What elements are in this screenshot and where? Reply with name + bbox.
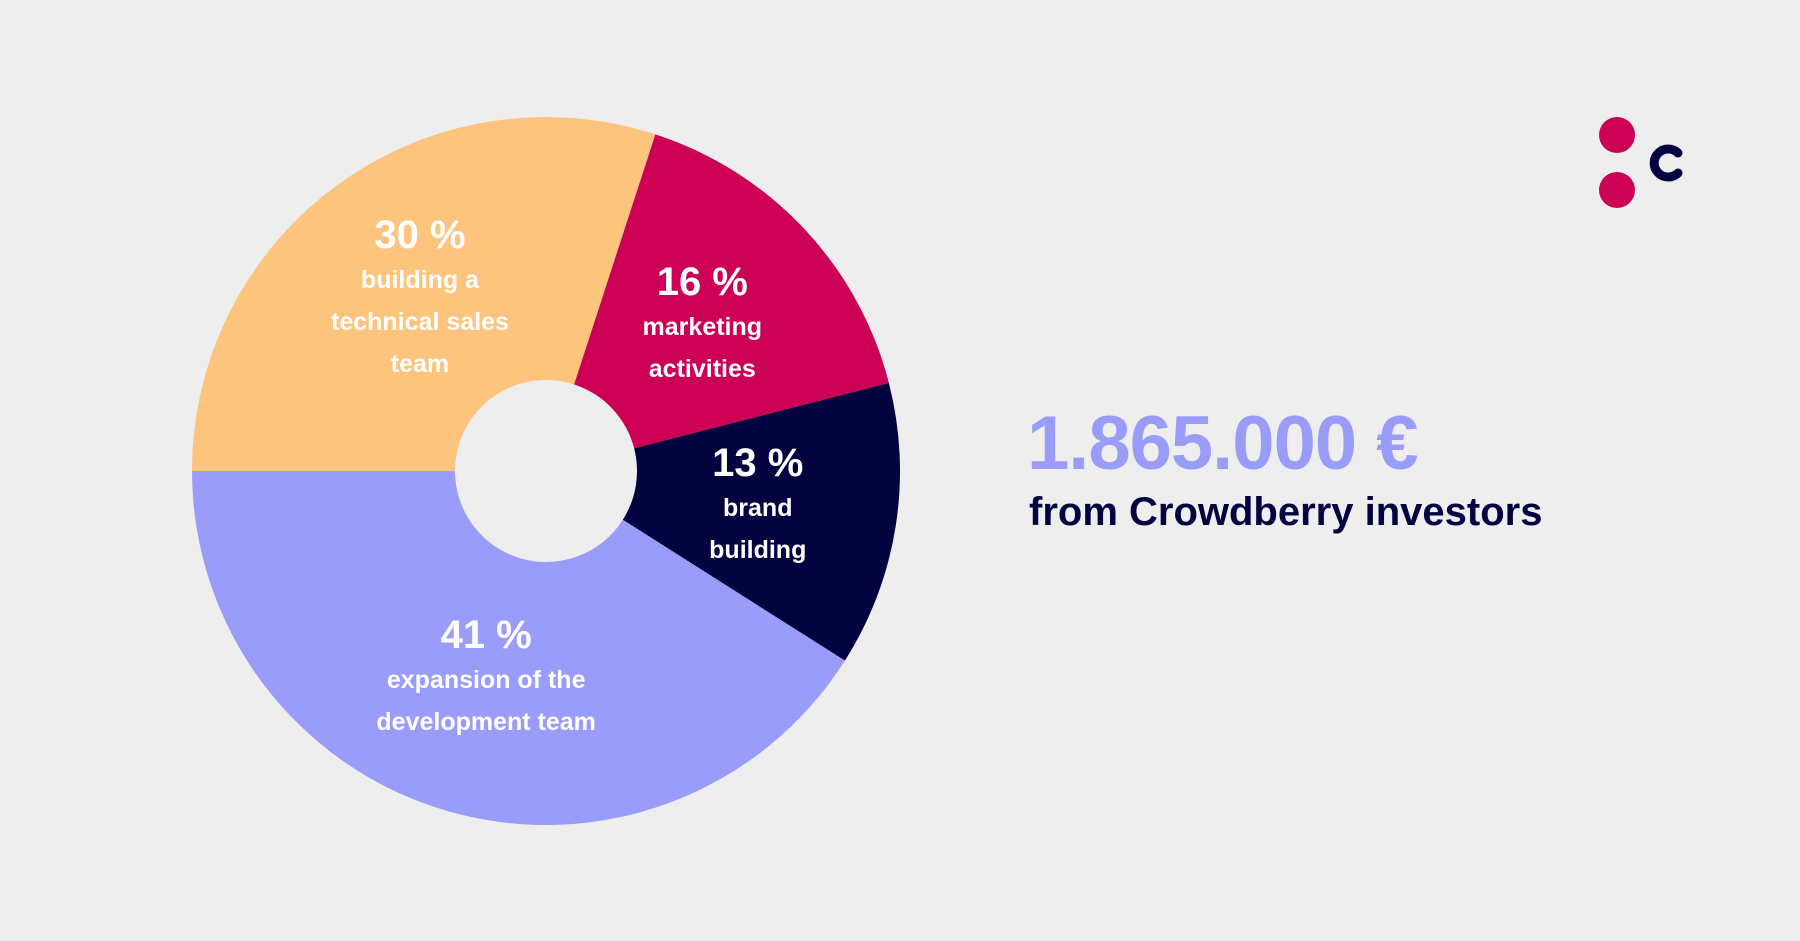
logo <box>1599 117 1683 208</box>
slice <box>192 471 845 825</box>
value-label: 13 % <box>712 440 804 485</box>
slice-label: 13 % brand building <box>683 439 833 571</box>
slice <box>574 134 889 449</box>
category-label: building a technical sales team <box>331 265 509 378</box>
logo-letter <box>1649 144 1683 182</box>
slice-label: 41 % expansion of the development team <box>356 611 616 743</box>
caption: from Crowdberry investors <box>1029 490 1543 534</box>
value-label: 30 % <box>374 212 466 257</box>
logo-dot <box>1599 117 1635 153</box>
slice <box>622 382 901 661</box>
category-label: marketing activities <box>642 313 763 384</box>
category-label: brand building <box>709 493 807 564</box>
amount: 1.865.000 € <box>1027 401 1418 486</box>
slice-label: 16 % marketing activities <box>590 258 815 390</box>
value-label: 41 % <box>440 612 532 657</box>
category-label: expansion of the development team <box>376 665 596 736</box>
logo-dot <box>1599 172 1635 208</box>
slice-label: 30 % building a technical sales team <box>307 211 532 385</box>
value-label: 16 % <box>656 260 748 305</box>
slice <box>192 116 656 472</box>
